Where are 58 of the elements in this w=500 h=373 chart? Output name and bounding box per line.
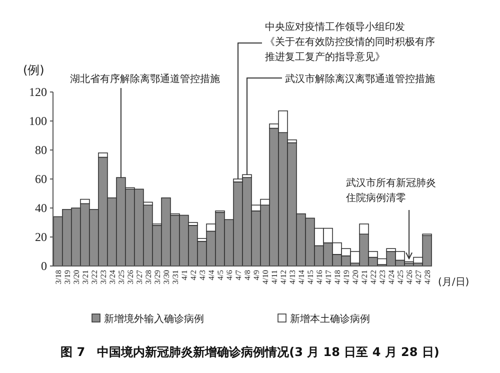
x-tick-label: 3/23 [98, 270, 108, 284]
x-tick-label: 3/28 [144, 270, 153, 284]
legend-label: 新增本土确诊病例 [290, 313, 370, 325]
x-tick-label: 3/27 [134, 270, 144, 284]
y-tick-label: 40 [35, 201, 47, 216]
x-tick-label: 4/5 [216, 270, 225, 280]
x-tick-label: 3/21 [80, 270, 90, 284]
x-tick-label: 4/10 [260, 270, 270, 284]
x-tick-label: 4/21 [360, 270, 369, 284]
x-tick-label: 4/20 [350, 270, 360, 284]
y-tick-label: 60 [35, 172, 47, 186]
x-tick-label: 4/15 [306, 270, 315, 284]
x-tick-label: 3/25 [116, 270, 126, 284]
x-tick-label: 4/1 [180, 270, 189, 280]
x-tick-label: 3/31 [170, 270, 180, 284]
x-tick-label: 3/19 [62, 270, 72, 284]
x-tick-label: 4/24 [386, 270, 396, 284]
x-tick-label: 3/24 [108, 270, 117, 284]
x-tick-label: 4/3 [198, 270, 207, 280]
x-tick-label: 4/17 [324, 270, 333, 284]
x-tick-label: 3/20 [72, 270, 81, 284]
x-tick-label: 4/22 [368, 270, 378, 284]
annotation: 武汉市所有新冠肺炎住院病例清零 [346, 177, 436, 204]
x-tick-label: 4/7 [234, 270, 243, 280]
x-tick-label: 4/23 [378, 270, 387, 284]
x-tick-label: 4/16 [314, 270, 324, 284]
x-axis-title: (月/日) [438, 277, 470, 288]
x-tick-label: 3/22 [90, 270, 99, 284]
x-tick-label: 4/19 [342, 270, 351, 284]
x-tick-label: 3/29 [152, 270, 162, 284]
y-tick-label: 80 [35, 143, 47, 158]
x-tick-label: 4/18 [332, 270, 342, 284]
x-tick-label: 4/27 [414, 270, 423, 284]
x-tick-label: 3/18 [54, 270, 63, 284]
x-tick-label: 4/13 [288, 270, 297, 284]
x-tick-label: 4/14 [296, 270, 306, 284]
y-tick-label: 0 [41, 259, 47, 274]
x-tick-label: 4/11 [270, 270, 279, 284]
legend-label: 新增境外输入确诊病例 [104, 313, 204, 325]
x-tick-label: 3/26 [126, 270, 135, 284]
x-tick-label: 4/6 [224, 270, 234, 280]
y-tick-label: 120 [29, 85, 47, 100]
x-tick-label: 4/9 [252, 270, 261, 280]
y-tick-label: 100 [29, 114, 47, 128]
y-axis-title: (例) [23, 63, 44, 77]
x-tick-label: 4/25 [396, 270, 405, 284]
y-tick-label: 20 [35, 230, 47, 244]
x-tick-label: 4/28 [422, 270, 432, 284]
annotation: 武汉市解除离汉离鄂通道管控措施 [285, 73, 435, 85]
x-tick-label: 4/12 [278, 270, 288, 284]
annotation: 中央应对疫情工作领导小组印发《关于在有效防控疫情的同时积极有序推进复工复产的指导意见》 [265, 21, 435, 63]
annotation: 湖北省有序解除离鄂通道管控措施 [70, 73, 220, 85]
x-tick-label: 4/4 [206, 270, 216, 280]
x-tick-label: 4/26 [404, 270, 414, 284]
x-tick-label: 3/30 [162, 270, 171, 284]
text: 图 7 中国境内新冠肺炎新增确诊病例情况(3 月 18 日至 4 月 28 日) [60, 345, 440, 359]
x-tick-label: 4/2 [188, 270, 198, 280]
x-tick-label: 4/8 [242, 270, 252, 280]
